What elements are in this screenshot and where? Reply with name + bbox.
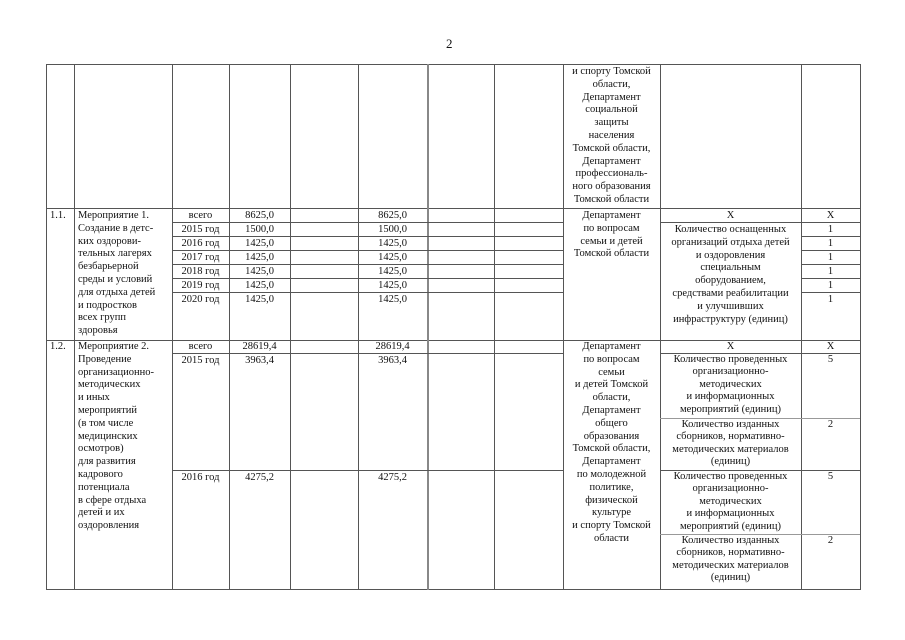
total-value: 4275,2 xyxy=(245,472,274,483)
indicator-value: 5 xyxy=(827,354,834,365)
row-number: 1.1. xyxy=(50,210,66,221)
indicator-value: 1 xyxy=(827,266,834,277)
regional-value: 1425,0 xyxy=(378,266,407,277)
indicator-value: 1 xyxy=(827,224,834,235)
regional-value: 1425,0 xyxy=(378,252,407,263)
total-value: 1425,0 xyxy=(245,280,274,291)
indicator-value: 5 xyxy=(827,471,834,482)
indicator-value: 1 xyxy=(827,280,834,291)
indicator-header: Х xyxy=(726,210,735,221)
total-value: 1500,0 xyxy=(245,224,274,235)
year-label: 2016 год xyxy=(181,238,220,249)
regional-value: 28619,4 xyxy=(375,341,410,352)
indicator-value: 1 xyxy=(827,252,834,263)
indicator: Количество изданных сборников, нормативн… xyxy=(672,535,789,584)
total-value: 1425,0 xyxy=(245,252,274,263)
regional-value: 4275,2 xyxy=(378,472,407,483)
year-label: 2015 год xyxy=(181,355,220,366)
regional-value: 1425,0 xyxy=(378,294,407,305)
activity-name: Мероприятие 1. Создание в детс- ких оздо… xyxy=(78,210,156,337)
total-value: 8625,0 xyxy=(245,210,274,221)
year-label: 2016 год xyxy=(181,472,220,483)
department: Департамент по вопросам семьи и детей То… xyxy=(573,210,650,260)
value-header: Х xyxy=(826,341,835,352)
indicator-value: 2 xyxy=(827,419,834,430)
regional-value: 1425,0 xyxy=(378,280,407,291)
year-label: всего xyxy=(188,210,213,221)
year-label: 2018 год xyxy=(181,266,220,277)
indicator-header: Х xyxy=(726,341,735,352)
value-header: Х xyxy=(826,210,835,221)
indicator: Количество проведенных организационно- м… xyxy=(673,354,788,415)
year-label: 2017 год xyxy=(181,252,220,263)
row-number: 1.2. xyxy=(50,341,66,352)
page-number: 2 xyxy=(446,36,453,51)
regional-value: 8625,0 xyxy=(378,210,407,221)
department: Департамент по вопросам семьи и детей То… xyxy=(572,341,651,544)
year-label: 2015 год xyxy=(181,224,220,235)
regional-value: 1425,0 xyxy=(378,238,407,249)
regional-value: 3963,4 xyxy=(378,355,407,366)
total-value: 1425,0 xyxy=(245,266,274,277)
total-value: 28619,4 xyxy=(242,341,277,352)
total-value: 1425,0 xyxy=(245,238,274,249)
year-label: 2020 год xyxy=(181,294,220,305)
year-label: всего xyxy=(188,341,213,352)
indicator-value: 1 xyxy=(827,294,834,305)
regional-value: 1500,0 xyxy=(378,224,407,235)
continuation-department: и спорту Томской области, Департамент со… xyxy=(572,66,651,205)
total-value: 1425,0 xyxy=(245,294,274,305)
indicator-value: 1 xyxy=(827,238,834,249)
indicator: Количество проведенных организационно- м… xyxy=(673,471,788,532)
indicator: Количество оснащенных организаций отдыха… xyxy=(671,224,790,325)
year-label: 2019 год xyxy=(181,280,220,291)
activity-name: Мероприятие 2. Проведение организационно… xyxy=(78,341,154,532)
total-value: 3963,4 xyxy=(245,355,274,366)
indicator: Количество изданных сборников, нормативн… xyxy=(672,419,789,468)
indicator-value: 2 xyxy=(827,535,834,546)
